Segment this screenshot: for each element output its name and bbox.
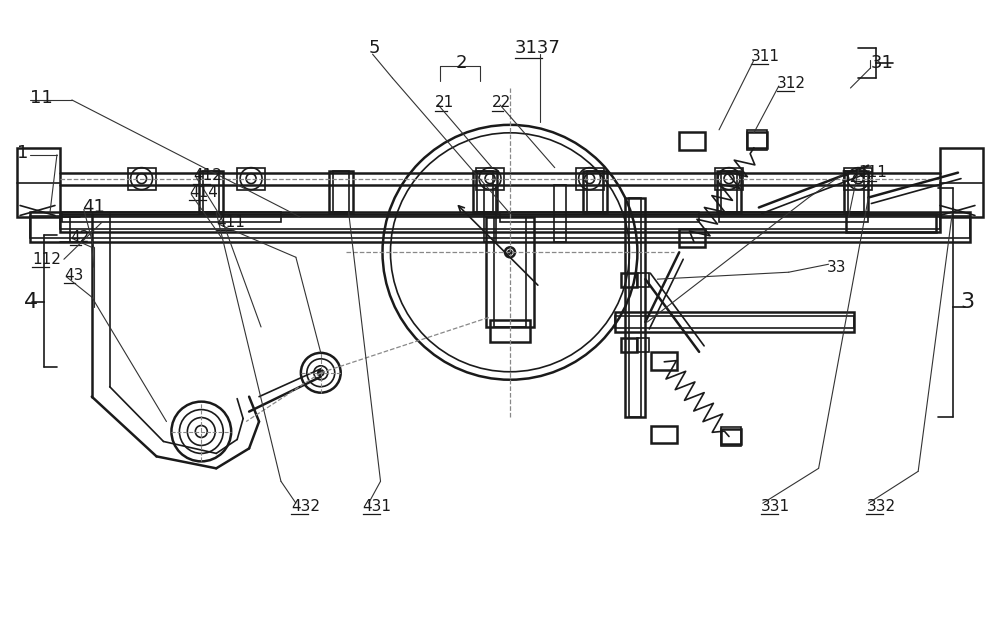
Bar	[625, 197, 645, 417]
Bar	[651, 352, 677, 369]
Text: 312: 312	[777, 76, 806, 90]
Bar	[637, 338, 649, 352]
Text: 31: 31	[870, 54, 893, 72]
Bar	[621, 273, 637, 287]
Bar	[846, 215, 936, 233]
Bar	[844, 168, 872, 190]
Text: 111: 111	[858, 165, 887, 180]
Text: 42: 42	[70, 230, 89, 245]
Bar	[747, 130, 767, 150]
Text: 431: 431	[363, 499, 392, 513]
Text: 21: 21	[435, 96, 455, 110]
Bar	[576, 168, 604, 190]
Bar	[637, 273, 649, 287]
Text: 5: 5	[369, 39, 380, 57]
Text: 2: 2	[455, 54, 467, 72]
Text: 3137: 3137	[515, 39, 561, 57]
Bar	[30, 213, 970, 242]
Bar	[203, 171, 219, 213]
Bar	[721, 171, 737, 213]
Bar	[679, 229, 705, 247]
Bar	[30, 217, 970, 238]
Bar	[679, 132, 705, 150]
Bar	[333, 171, 349, 213]
Bar	[473, 171, 497, 213]
Bar	[477, 171, 493, 213]
Circle shape	[508, 250, 512, 254]
Bar	[17, 148, 60, 217]
Bar	[848, 171, 864, 213]
Text: 33: 33	[827, 260, 846, 275]
Bar	[721, 429, 741, 445]
Text: 432: 432	[291, 499, 320, 513]
Text: 41: 41	[82, 199, 105, 217]
Bar	[717, 171, 741, 213]
Bar	[615, 312, 854, 332]
Bar	[719, 213, 868, 222]
Bar	[747, 132, 767, 148]
Bar	[128, 168, 156, 190]
Bar	[329, 171, 353, 213]
Circle shape	[318, 369, 324, 376]
Bar	[484, 185, 496, 242]
Bar	[844, 171, 868, 213]
Text: 3: 3	[960, 292, 974, 312]
Text: 332: 332	[866, 499, 896, 513]
Bar	[615, 316, 854, 328]
Bar	[651, 426, 677, 443]
Text: 331: 331	[761, 499, 790, 513]
Text: 11: 11	[30, 89, 53, 107]
Bar	[490, 320, 530, 342]
Bar	[629, 197, 641, 417]
Text: 411: 411	[216, 215, 245, 230]
Bar	[940, 148, 983, 217]
Bar	[583, 171, 607, 213]
Bar	[715, 168, 743, 190]
Bar	[199, 171, 223, 213]
Bar	[587, 171, 603, 213]
Bar	[721, 427, 741, 447]
Bar	[621, 338, 637, 352]
Bar	[476, 168, 504, 190]
Text: 414: 414	[189, 185, 218, 200]
Text: 1: 1	[17, 144, 28, 162]
Bar	[494, 217, 526, 327]
Text: 32: 32	[841, 170, 860, 185]
Text: 412: 412	[193, 168, 222, 183]
Bar	[60, 215, 940, 233]
Text: 43: 43	[64, 268, 83, 283]
Text: 4: 4	[24, 292, 38, 312]
Text: 22: 22	[492, 96, 511, 110]
Text: 311: 311	[751, 48, 780, 64]
Bar	[62, 213, 281, 222]
Bar	[554, 185, 566, 242]
Bar	[500, 213, 699, 222]
Text: 112: 112	[32, 252, 61, 267]
Bar	[60, 217, 940, 229]
Bar	[486, 217, 534, 327]
Bar	[237, 168, 265, 190]
